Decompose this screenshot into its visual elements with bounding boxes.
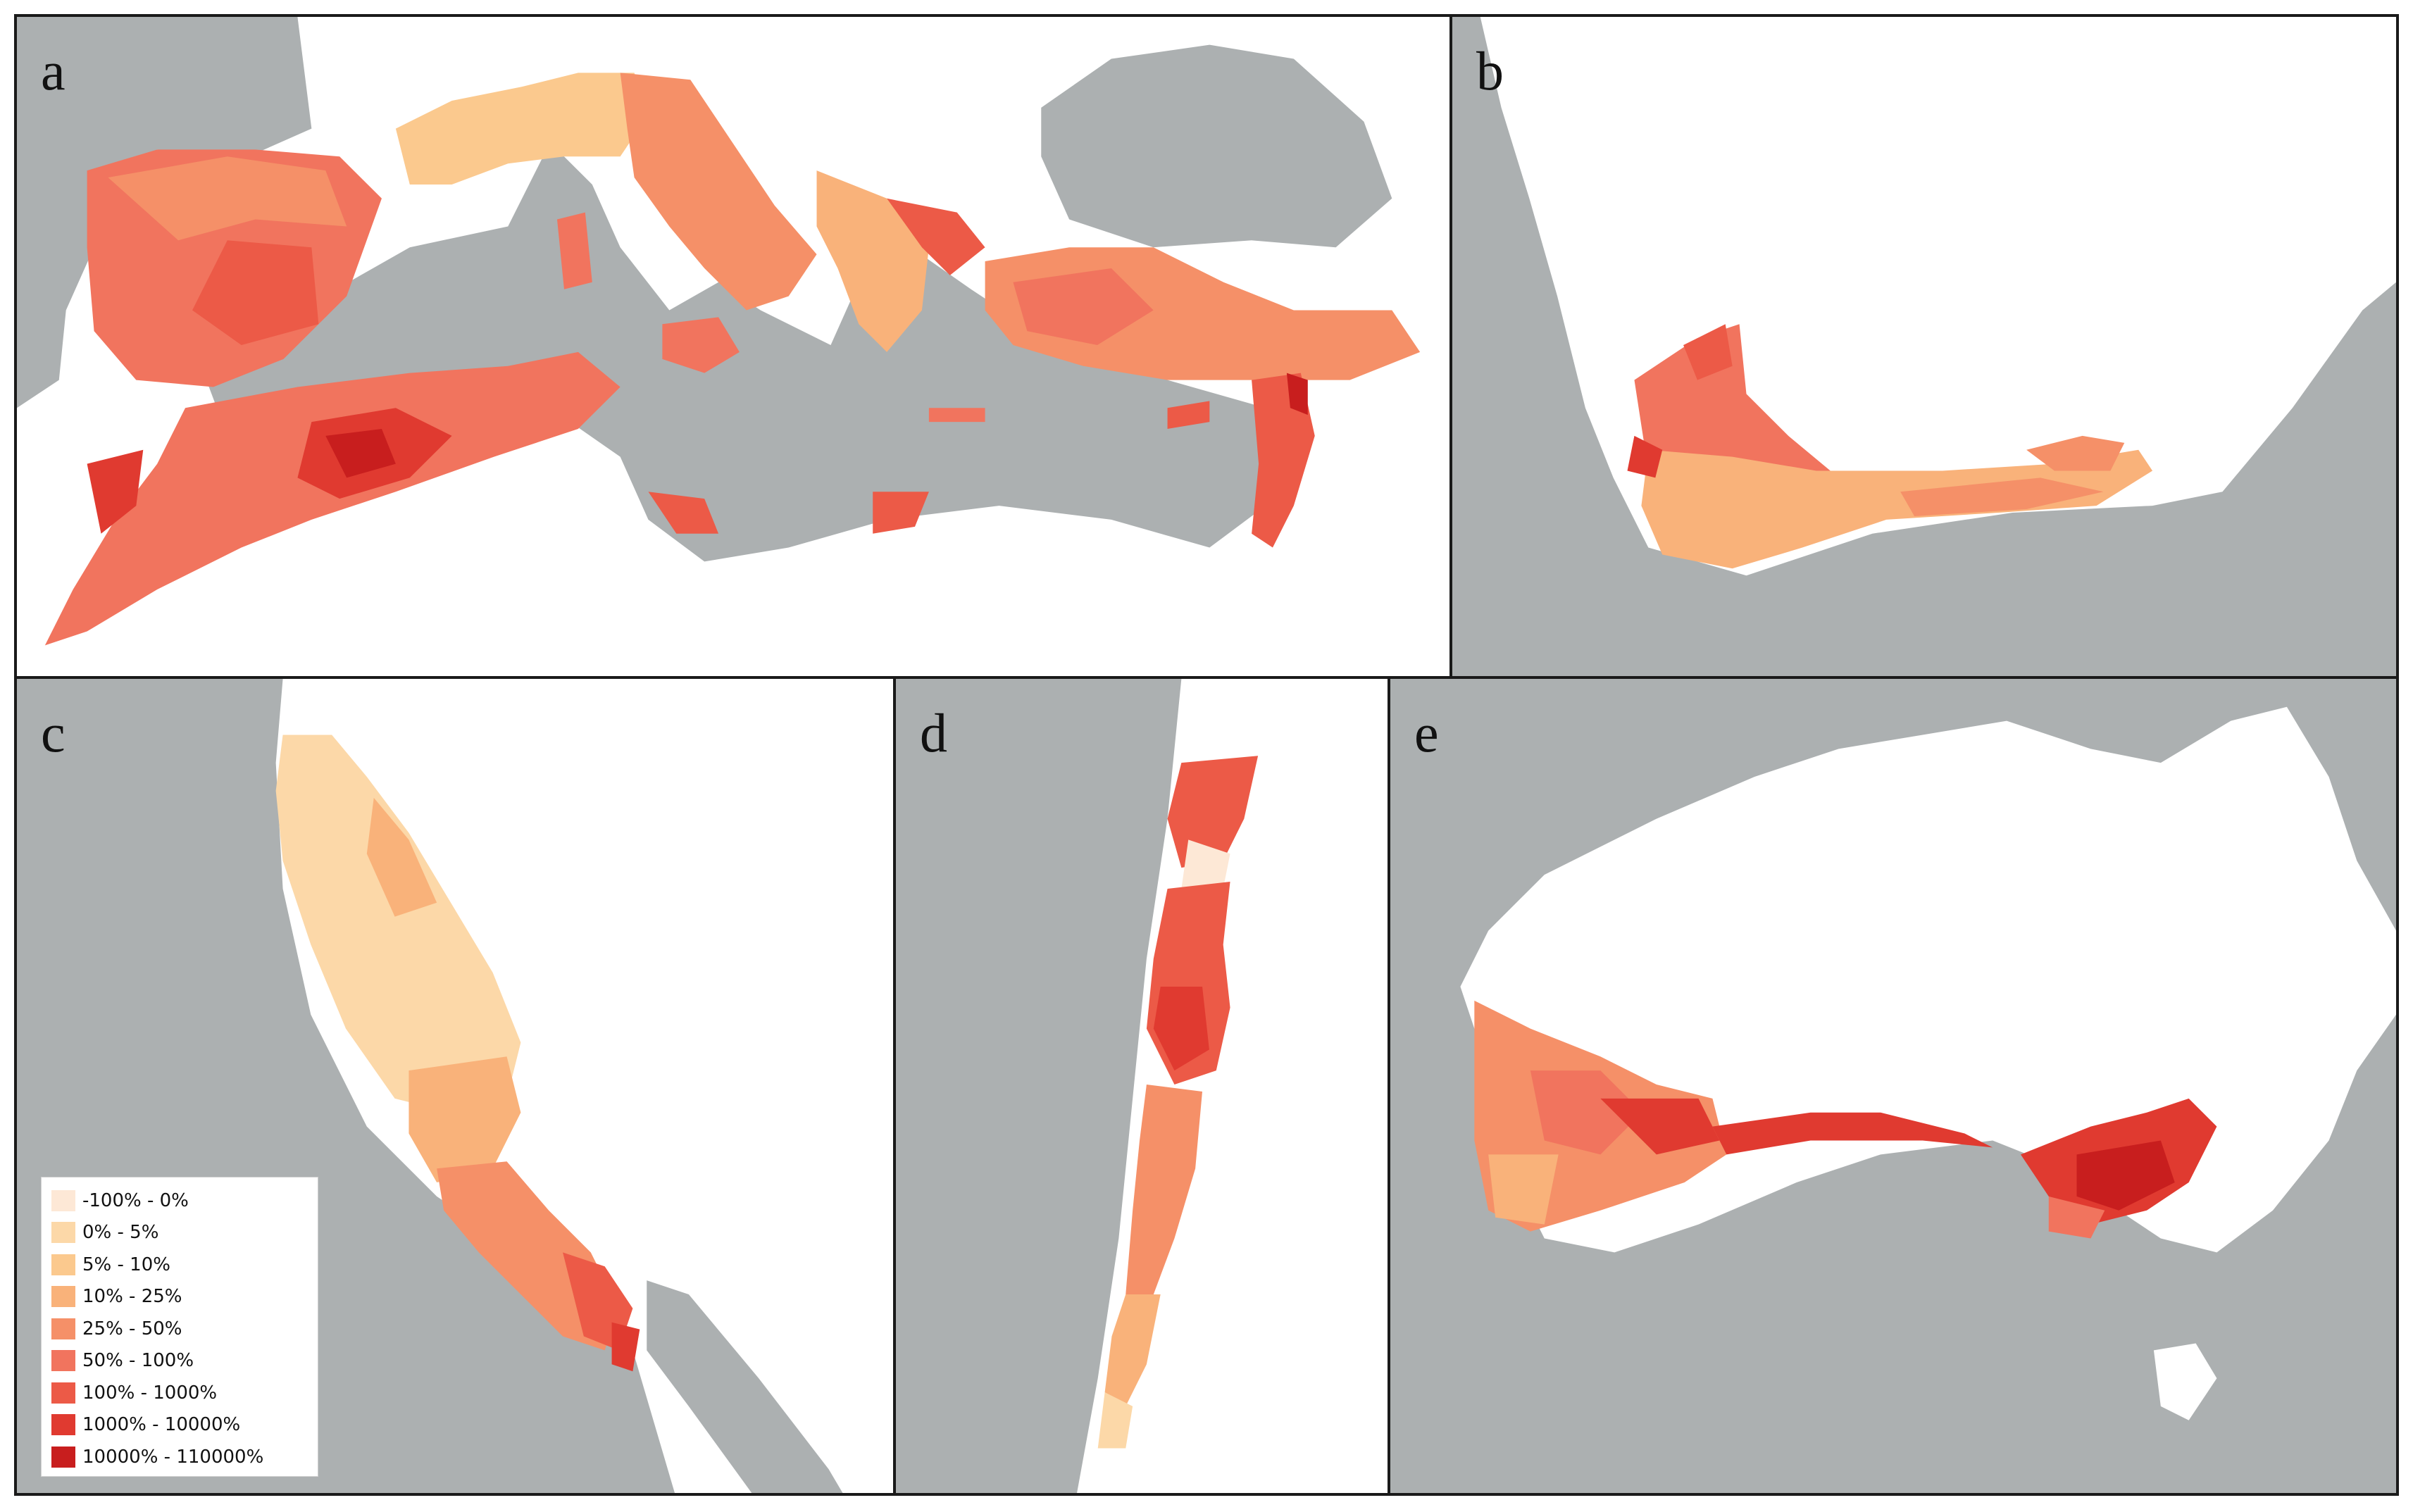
legend-label: 50% - 100% xyxy=(82,1350,194,1372)
legend-item: 100% - 1000% xyxy=(51,1377,318,1409)
legend-label: 5% - 10% xyxy=(82,1254,170,1275)
panel-label-e: e xyxy=(1414,702,1439,763)
legend-label: 25% - 50% xyxy=(82,1318,182,1339)
panel-label-c: c xyxy=(41,702,66,763)
panel-label-a: a xyxy=(41,40,66,101)
legend-label: 10% - 25% xyxy=(82,1286,182,1308)
legend-label: -100% - 0% xyxy=(82,1189,189,1211)
legend-item: 1000% - 10000% xyxy=(51,1409,318,1442)
legend-swatch xyxy=(51,1189,75,1211)
legend-label: 0% - 5% xyxy=(82,1222,159,1244)
region-central xyxy=(437,1161,619,1351)
map-panel-cape: b xyxy=(1449,14,2399,679)
legend-item: 25% - 50% xyxy=(51,1313,318,1345)
ocean xyxy=(896,679,1182,1493)
legend-swatch xyxy=(51,1414,75,1436)
legend-label: 1000% - 10000% xyxy=(82,1414,241,1436)
legend-item: -100% - 0% xyxy=(51,1185,318,1217)
panel-label-d: d xyxy=(920,702,947,763)
legend-item: 0% - 5% xyxy=(51,1217,318,1249)
cape-map xyxy=(1452,17,2396,676)
region-south-europe xyxy=(395,73,649,185)
land-mass xyxy=(1452,17,2396,676)
legend-swatch xyxy=(51,1318,75,1339)
legend-item: 50% - 100% xyxy=(51,1345,318,1377)
map-panel-australia: e xyxy=(1388,676,2399,1496)
legend-swatch xyxy=(51,1350,75,1372)
legend-swatch xyxy=(51,1222,75,1244)
map-panel-chile: d xyxy=(893,676,1390,1496)
region-north xyxy=(1167,756,1259,868)
map-legend: -100% - 0% 0% - 5% 5% - 10% 10% - 25% 25% - … xyxy=(41,1177,318,1477)
ocean xyxy=(1390,679,2396,1493)
region-south xyxy=(1126,1085,1203,1294)
map-panel-mediterranean: a xyxy=(14,14,1452,679)
region-levant xyxy=(1252,373,1315,548)
black-sea xyxy=(1041,44,1392,248)
legend-item: 10000% - 110000% xyxy=(51,1441,318,1473)
chile-map xyxy=(896,679,1388,1493)
tasmania xyxy=(2153,1343,2217,1420)
legend-label: 100% - 1000% xyxy=(82,1382,218,1404)
australia-map xyxy=(1390,679,2396,1493)
map-panel-california: c -100% - 0% 0% - 5% 5% - 10% 10% - 25% 25% … xyxy=(14,676,896,1496)
land-mass xyxy=(17,17,312,408)
legend-item: 10% - 25% xyxy=(51,1281,318,1313)
panel-label-b: b xyxy=(1476,40,1504,101)
region-south-coast xyxy=(1712,1112,1993,1155)
legend-swatch xyxy=(51,1446,75,1468)
legend-swatch xyxy=(51,1382,75,1404)
legend-swatch xyxy=(51,1254,75,1275)
legend-items: -100% - 0% 0% - 5% 5% - 10% 10% - 25% 25% - … xyxy=(51,1185,318,1473)
legend-swatch xyxy=(51,1286,75,1308)
land-baja xyxy=(647,1280,843,1493)
legend-item: 5% - 10% xyxy=(51,1249,318,1281)
legend-label: 10000% - 110000% xyxy=(82,1446,264,1468)
mediterranean-map xyxy=(17,17,1449,676)
region-north-africa xyxy=(44,351,621,646)
region-north xyxy=(275,735,521,1113)
